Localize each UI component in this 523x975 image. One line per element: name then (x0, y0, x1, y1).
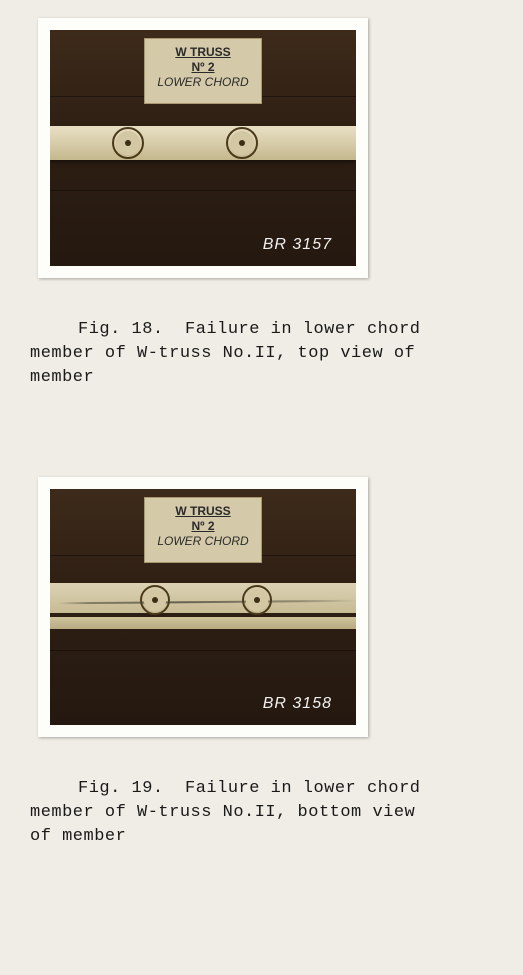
placard-line1: W TRUSS (145, 504, 261, 519)
caption-prefix: Fig. 18. (78, 320, 164, 339)
figure-19-photo: W TRUSS Nº 2 LOWER CHORD BR 3158 (38, 477, 368, 737)
placard-line3: LOWER CHORD (157, 75, 248, 89)
figure-18-photo: W TRUSS Nº 2 LOWER CHORD BR 3157 (38, 18, 368, 278)
placard-line3: LOWER CHORD (157, 534, 248, 548)
photo-id-label: BR 3157 (263, 234, 332, 256)
connector-ring-icon (226, 127, 258, 159)
connector-ring-icon (112, 127, 144, 159)
placard-line2: Nº 2 (145, 60, 261, 75)
figure-19-caption: Fig. 19. Failure in lower chord member o… (30, 777, 440, 848)
chord-beam (50, 126, 356, 160)
placard-line1: W TRUSS (145, 45, 261, 60)
placard-line2: Nº 2 (145, 519, 261, 534)
chord-beam-top (50, 583, 356, 613)
specimen-placard: W TRUSS Nº 2 LOWER CHORD (144, 38, 262, 104)
photo-id-label: BR 3158 (263, 693, 332, 715)
specimen-placard: W TRUSS Nº 2 LOWER CHORD (144, 497, 262, 563)
caption-prefix: Fig. 19. (78, 779, 164, 798)
chord-beam-bottom (50, 617, 356, 629)
figure-18-caption: Fig. 18. Failure in lower chord member o… (30, 318, 440, 389)
